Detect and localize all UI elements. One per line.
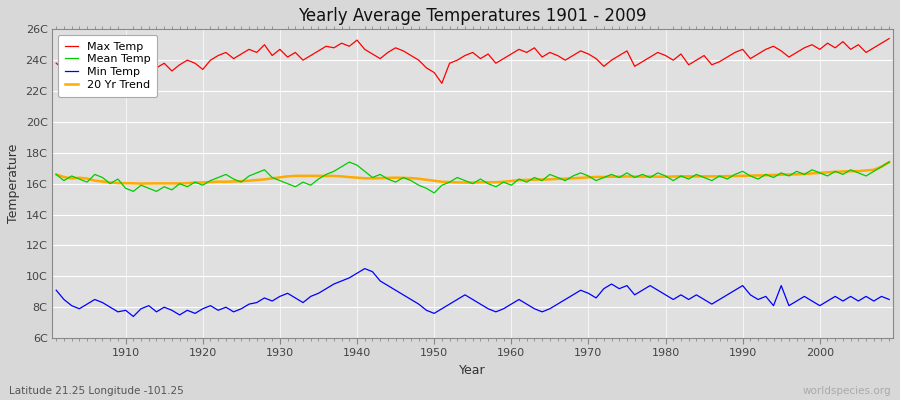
Min Temp: [614, 286, 625, 291]
Max Temp: [514, 47, 525, 52]
Text: Latitude 21.25 Longitude -101.25: Latitude 21.25 Longitude -101.25: [9, 386, 184, 396]
Max Temp: [884, 36, 895, 41]
Mean Temp: [884, 160, 895, 164]
20 Yr Trend: [606, 174, 616, 179]
Max Temp: [606, 58, 616, 62]
Line: 20 Yr Trend: 20 Yr Trend: [56, 162, 889, 184]
Max Temp: [436, 81, 447, 86]
Legend: Max Temp, Mean Temp, Min Temp, 20 Yr Trend: Max Temp, Mean Temp, Min Temp, 20 Yr Tre…: [58, 35, 158, 97]
Mean Temp: [428, 190, 439, 195]
Max Temp: [328, 46, 339, 50]
Mean Temp: [50, 172, 61, 177]
Min Temp: [337, 278, 347, 283]
20 Yr Trend: [884, 160, 895, 164]
20 Yr Trend: [136, 181, 147, 186]
20 Yr Trend: [337, 174, 347, 179]
Max Temp: [283, 55, 293, 60]
Min Temp: [128, 314, 139, 319]
Mean Temp: [521, 180, 532, 184]
Max Temp: [112, 62, 123, 67]
20 Yr Trend: [290, 174, 301, 178]
Min Temp: [521, 302, 532, 306]
Mean Temp: [614, 175, 625, 180]
Line: Max Temp: Max Temp: [56, 38, 889, 83]
Mean Temp: [328, 169, 339, 174]
Mean Temp: [283, 181, 293, 186]
Mean Temp: [514, 177, 525, 182]
Title: Yearly Average Temperatures 1901 - 2009: Yearly Average Temperatures 1901 - 2009: [299, 7, 647, 25]
Line: Min Temp: Min Temp: [56, 269, 889, 316]
Min Temp: [884, 297, 895, 302]
Mean Temp: [112, 177, 123, 182]
Min Temp: [50, 288, 61, 293]
Min Temp: [359, 266, 370, 271]
20 Yr Trend: [50, 172, 61, 177]
Max Temp: [506, 52, 517, 56]
20 Yr Trend: [506, 178, 517, 183]
Line: Mean Temp: Mean Temp: [56, 162, 889, 193]
Max Temp: [50, 61, 61, 66]
Mean Temp: [344, 160, 355, 164]
X-axis label: Year: Year: [459, 364, 486, 377]
Y-axis label: Temperature: Temperature: [7, 144, 20, 223]
Min Temp: [112, 310, 123, 314]
20 Yr Trend: [112, 181, 123, 186]
Min Temp: [290, 296, 301, 300]
Min Temp: [514, 297, 525, 302]
Text: worldspecies.org: worldspecies.org: [803, 386, 891, 396]
20 Yr Trend: [514, 178, 525, 182]
